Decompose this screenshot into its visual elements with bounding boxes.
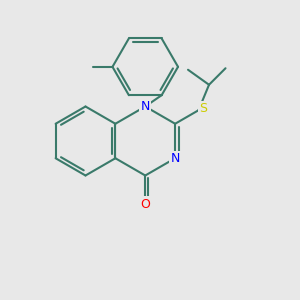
- Text: S: S: [199, 102, 207, 115]
- Text: N: N: [141, 100, 150, 113]
- Text: N: N: [170, 152, 180, 165]
- Text: O: O: [140, 197, 150, 211]
